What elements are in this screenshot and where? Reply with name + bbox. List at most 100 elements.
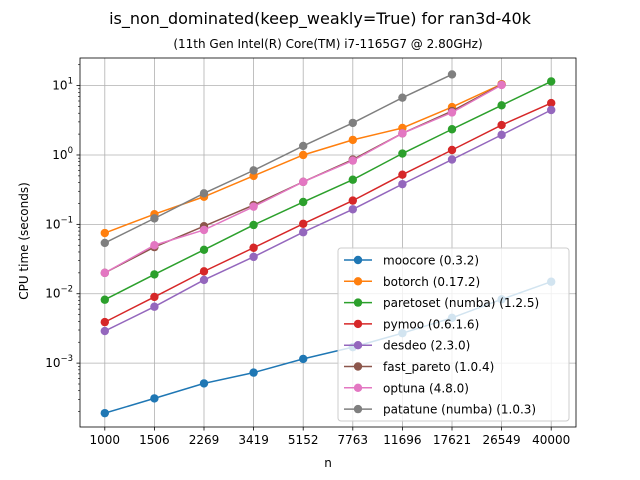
data-point-patatune-numba-1-0-3 — [348, 118, 357, 128]
y-tick-base: 10 — [45, 356, 60, 370]
y-tick-label: 101 — [52, 77, 73, 93]
y-tick-base: 10 — [45, 217, 60, 231]
data-point-patatune-numba-1-0-3 — [150, 214, 159, 223]
legend-label-patatune-numba-1-0-3: patatune (numba) (1.0.3) — [383, 403, 536, 417]
x-tick-label: 3419 — [238, 433, 269, 447]
legend-label-paretoset-numba-1-2-5: paretoset (numba) (1.2.5) — [383, 296, 539, 310]
data-point-paretoset-numba-1-2-5 — [398, 149, 407, 158]
data-point-paretoset-numba-1-2-5 — [447, 125, 457, 134]
data-point-optuna-4-8-0 — [497, 80, 506, 90]
data-point-paretoset-numba-1-2-5 — [100, 295, 110, 304]
data-point-patatune-numba-1-0-3 — [100, 238, 110, 248]
legend-label-moocore-0-3-2: moocore (0.3.2) — [383, 254, 479, 268]
y-tick-label: 10−1 — [45, 215, 73, 231]
data-point-paretoset-numba-1-2-5 — [249, 220, 258, 230]
data-point-moocore-0-3-2 — [249, 368, 258, 377]
x-tick-label: 2269 — [189, 433, 220, 447]
y-tick-exponent: −1 — [60, 215, 73, 225]
series-line-pymoo-0-6-1-6 — [104, 102, 552, 323]
legend-label-optuna-4-8-0: optuna (4.8.0) — [383, 381, 469, 395]
y-tick-label: 10−3 — [45, 354, 73, 370]
data-point-patatune-numba-1-0-3 — [447, 70, 457, 79]
x-tick-label: 1000 — [90, 433, 121, 447]
data-point-botorch-0-17-2 — [299, 150, 308, 160]
data-point-paretoset-numba-1-2-5 — [348, 175, 357, 184]
data-point-pymoo-0-6-1-6 — [497, 120, 506, 130]
x-tick-label: 26549 — [483, 433, 521, 447]
data-point-optuna-4-8-0 — [249, 202, 258, 211]
chart-title: is_non_dominated(keep_weakly=True) for r… — [109, 9, 532, 29]
data-point-moocore-0-3-2 — [100, 408, 110, 418]
legend-marker-optuna-4-8-0 — [353, 383, 363, 392]
data-point-pymoo-0-6-1-6 — [249, 243, 258, 252]
data-point-botorch-0-17-2 — [348, 135, 357, 145]
data-point-optuna-4-8-0 — [100, 268, 110, 278]
legend-label-pymoo-0-6-1-6: pymoo (0.6.1.6) — [383, 317, 479, 331]
y-axis-label: CPU time (seconds) — [17, 182, 31, 300]
data-point-moocore-0-3-2 — [199, 379, 209, 388]
y-tick-exponent: −3 — [60, 354, 73, 364]
data-point-pymoo-0-6-1-6 — [299, 219, 308, 228]
legend-box — [337, 247, 570, 422]
legend-marker-paretoset-numba-1-2-5 — [353, 298, 363, 307]
data-point-desdeo-2-3-0 — [299, 228, 308, 237]
data-point-pymoo-0-6-1-6 — [398, 170, 407, 179]
data-point-optuna-4-8-0 — [348, 156, 357, 165]
legend-label-botorch-0-17-2: botorch (0.17.2) — [383, 275, 480, 289]
data-point-desdeo-2-3-0 — [249, 252, 258, 262]
data-point-patatune-numba-1-0-3 — [249, 166, 258, 175]
data-point-paretoset-numba-1-2-5 — [199, 245, 209, 254]
data-point-pymoo-0-6-1-6 — [100, 317, 110, 327]
data-point-desdeo-2-3-0 — [398, 179, 407, 189]
data-point-pymoo-0-6-1-6 — [348, 196, 357, 205]
legend-marker-fast-pareto-1-0-4 — [353, 362, 363, 371]
data-point-optuna-4-8-0 — [150, 241, 159, 250]
data-point-patatune-numba-1-0-3 — [199, 189, 209, 198]
y-tick-label: 100 — [52, 146, 73, 162]
x-tick-label: 17621 — [433, 433, 471, 447]
y-tick-base: 10 — [45, 287, 60, 301]
x-tick-label: 40000 — [532, 433, 570, 447]
data-point-paretoset-numba-1-2-5 — [547, 77, 556, 86]
legend-label-fast-pareto-1-0-4: fast_pareto (1.0.4) — [383, 360, 494, 374]
series-line-paretoset-numba-1-2-5 — [104, 80, 552, 301]
y-tick-base: 10 — [52, 148, 67, 162]
data-point-paretoset-numba-1-2-5 — [299, 197, 308, 207]
data-point-pymoo-0-6-1-6 — [199, 267, 209, 276]
series-line-desdeo-2-3-0 — [104, 109, 552, 332]
legend-marker-pymoo-0-6-1-6 — [353, 319, 363, 329]
x-tick-label: 7763 — [338, 433, 369, 447]
data-point-paretoset-numba-1-2-5 — [150, 270, 159, 279]
data-point-patatune-numba-1-0-3 — [299, 141, 308, 151]
y-tick-label: 10−2 — [45, 285, 73, 301]
y-tick-exponent: −2 — [60, 285, 73, 295]
data-point-patatune-numba-1-0-3 — [398, 93, 407, 102]
data-point-optuna-4-8-0 — [447, 108, 457, 117]
x-tick-label: 11696 — [383, 433, 421, 447]
data-point-pymoo-0-6-1-6 — [447, 145, 457, 155]
legend-label-desdeo-2-3-0: desdeo (2.3.0) — [383, 339, 470, 353]
x-tick-label: 5152 — [288, 433, 319, 447]
y-tick-base: 10 — [52, 79, 67, 93]
data-point-moocore-0-3-2 — [299, 354, 308, 364]
data-point-pymoo-0-6-1-6 — [547, 98, 556, 108]
data-point-pymoo-0-6-1-6 — [150, 292, 159, 302]
x-axis-label: n — [324, 456, 332, 470]
legend-marker-desdeo-2-3-0 — [353, 341, 363, 350]
data-point-optuna-4-8-0 — [199, 225, 209, 235]
data-point-desdeo-2-3-0 — [497, 130, 506, 140]
data-point-moocore-0-3-2 — [150, 394, 159, 403]
y-tick-exponent: 1 — [68, 77, 73, 87]
data-point-botorch-0-17-2 — [100, 228, 110, 238]
data-point-desdeo-2-3-0 — [150, 302, 159, 311]
axes-frame — [79, 57, 577, 428]
legend-marker-patatune-numba-1-0-3 — [353, 404, 363, 414]
plot-area: 1000 1506 2269 3419 5152 7763 11696 17621 26549 4… — [45, 57, 577, 447]
chart-subtitle: (11th Gen Intel(R) Core(TM) i7-1165G7 @ … — [173, 37, 482, 51]
series-line-patatune-numba-1-0-3 — [104, 73, 453, 244]
data-point-paretoset-numba-1-2-5 — [497, 101, 506, 110]
data-point-desdeo-2-3-0 — [547, 105, 556, 115]
data-point-desdeo-2-3-0 — [100, 326, 110, 336]
legend-marker-moocore-0-3-2 — [353, 255, 363, 265]
